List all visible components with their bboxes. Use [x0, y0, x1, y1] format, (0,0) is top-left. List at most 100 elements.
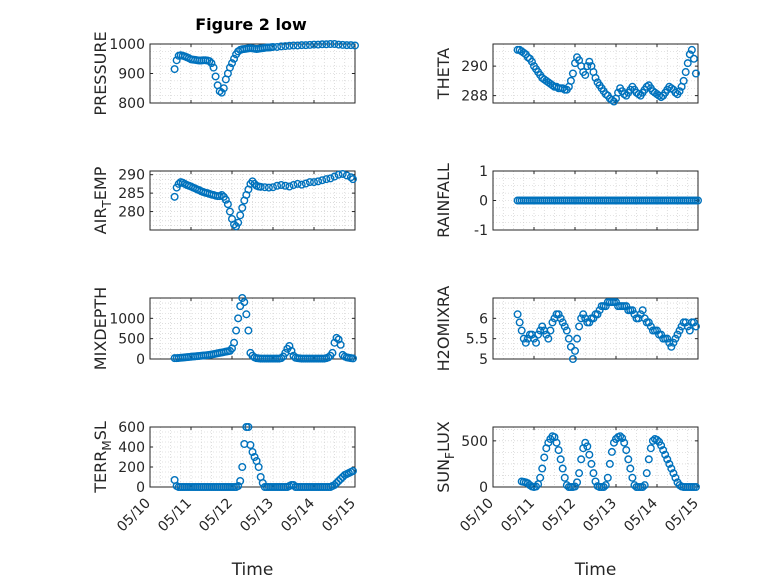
- pressure-point: [301, 41, 310, 50]
- pressure-point: [342, 41, 351, 50]
- h2omixra-point: [593, 310, 602, 319]
- theta-point: [568, 69, 577, 78]
- theta-point: [548, 81, 557, 90]
- pressure-point: [227, 59, 236, 68]
- mixdepth-point: [285, 341, 294, 350]
- theta-axes-box: [492, 43, 699, 104]
- air_temp-point: [342, 171, 351, 180]
- theta-point: [679, 76, 688, 85]
- mixdepth-point: [336, 340, 345, 349]
- h2omixra-point: [542, 330, 551, 339]
- sun_flux-xlabel: Time: [574, 560, 617, 580]
- terr_msl-point: [246, 441, 255, 450]
- pressure-point: [338, 40, 347, 49]
- terr_msl-point: [336, 475, 345, 484]
- rainfall-ytick-label: -1: [474, 223, 488, 239]
- sun_flux-point: [663, 455, 672, 464]
- mixdepth-point: [324, 353, 333, 362]
- pressure-ytick-label: 1000: [109, 37, 145, 53]
- h2omixra-point: [554, 310, 563, 319]
- pressure-point: [326, 40, 335, 49]
- pressure-point: [305, 40, 314, 49]
- h2omixra-point: [560, 322, 569, 331]
- h2omixra-point: [568, 355, 577, 364]
- h2omixra-point: [513, 310, 522, 319]
- h2omixra-point: [515, 318, 524, 327]
- terr_msl-ylabel: TERRMSL: [91, 421, 114, 494]
- sun_flux-point: [605, 459, 614, 468]
- pressure-ytick-label: 900: [118, 67, 145, 83]
- h2omixra-point: [665, 338, 674, 347]
- sun_flux-point: [616, 432, 625, 441]
- sun_flux-point: [622, 446, 631, 455]
- sun_flux-point: [620, 438, 629, 447]
- air_temp-point: [318, 176, 327, 185]
- h2omixra-point: [562, 326, 571, 335]
- mixdepth-point: [232, 326, 241, 335]
- air_temp-point: [269, 183, 278, 192]
- h2omixra-point: [585, 318, 594, 327]
- rainfall-point: [694, 196, 703, 205]
- h2omixra-point: [671, 334, 680, 343]
- terr_msl-point: [348, 467, 357, 476]
- h2omixra-point: [638, 306, 647, 315]
- air_temp-ylabel: AIRTEMP: [91, 166, 114, 234]
- rainfall-panel: -1 0 1 RAINFALL: [434, 163, 703, 239]
- h2omixra-ytick-label: 5.5: [466, 332, 488, 348]
- theta-point: [655, 91, 664, 100]
- sun_flux-point: [591, 477, 600, 486]
- air_temp-point: [289, 181, 298, 190]
- sun_flux-point: [585, 450, 594, 459]
- terr_msl-point: [250, 453, 259, 462]
- pressure-point: [219, 84, 228, 93]
- air_temp-point: [348, 175, 357, 184]
- sun_flux-point: [589, 469, 598, 478]
- h2omixra-point: [646, 322, 655, 331]
- sun_flux-point: [669, 469, 678, 478]
- rainfall-ylabel: RAINFALL: [434, 163, 453, 238]
- air_temp-point: [256, 182, 265, 191]
- h2omixra-point: [663, 334, 672, 343]
- sun_flux-point: [573, 478, 582, 487]
- h2omixra-point: [673, 330, 682, 339]
- pressure-point: [281, 42, 290, 51]
- pressure-point: [277, 42, 286, 51]
- terr_msl-ytick-label: 0: [136, 480, 145, 496]
- pressure-point: [172, 56, 181, 65]
- theta-ytick-label: 288: [461, 89, 488, 105]
- mixdepth-point: [348, 354, 357, 363]
- air_temp-point: [236, 211, 245, 220]
- theta-point: [620, 90, 629, 99]
- sun_flux-point: [653, 435, 662, 444]
- pressure-ylabel: PRESSURE: [91, 31, 110, 115]
- mixdepth-point: [230, 338, 239, 347]
- mixdepth-point: [234, 314, 243, 323]
- theta-point: [683, 59, 692, 68]
- sun_flux-point: [558, 464, 567, 473]
- air_temp-point: [238, 203, 247, 212]
- sun_flux-point: [583, 442, 592, 451]
- sun_flux-ytick-label: 0: [479, 480, 488, 496]
- pressure-point: [211, 72, 220, 81]
- terr_msl-point: [234, 482, 243, 491]
- theta-point: [687, 45, 696, 54]
- sun_flux-point: [640, 481, 649, 490]
- sun_flux-point: [560, 473, 569, 482]
- h2omixra-point: [534, 330, 543, 339]
- air_temp-point: [330, 172, 339, 181]
- h2omixra-point: [683, 322, 692, 331]
- h2omixra-ylabel: H2OMIXRA: [434, 286, 453, 372]
- pressure-point: [269, 42, 278, 51]
- mixdepth-point: [287, 346, 296, 355]
- h2omixra-point: [519, 334, 528, 343]
- sun_flux-point: [644, 455, 653, 464]
- theta-point: [583, 62, 592, 71]
- sun_flux-point: [618, 434, 627, 443]
- theta-point: [642, 82, 651, 91]
- sun_flux-point: [601, 481, 610, 490]
- pressure-point: [310, 40, 319, 49]
- mixdepth-point: [236, 302, 245, 311]
- theta-point: [581, 70, 590, 79]
- h2omixra-ytick-label: 5: [479, 352, 488, 368]
